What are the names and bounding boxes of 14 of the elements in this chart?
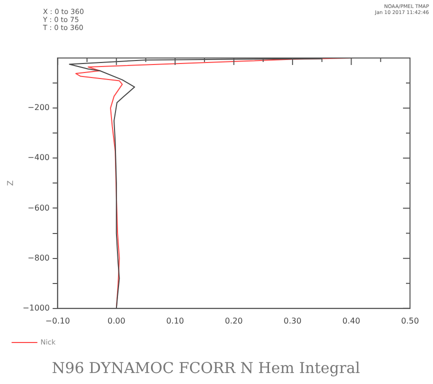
x-tick-label: 0.00 <box>107 316 126 326</box>
y-tick-label: −1000 <box>22 303 50 312</box>
y-tick-label: −400 <box>28 153 50 162</box>
x-tick-label: 0.50 <box>401 316 419 326</box>
text: N96 DYNAMOC FCORR N Hem Integral <box>52 358 360 377</box>
x-tick-label: 0.30 <box>284 316 302 326</box>
y-tick-label: −800 <box>28 253 50 262</box>
x-tick-label: −0.10 <box>45 316 70 326</box>
x-tick-label: 0.10 <box>166 316 184 326</box>
x-tick-label: 0.20 <box>224 316 243 326</box>
y-tick-label: −600 <box>28 203 50 212</box>
y-tick-label: −200 <box>28 103 50 112</box>
y-axis-title: Z <box>6 180 15 186</box>
x-tick-label: 0.40 <box>342 316 360 326</box>
